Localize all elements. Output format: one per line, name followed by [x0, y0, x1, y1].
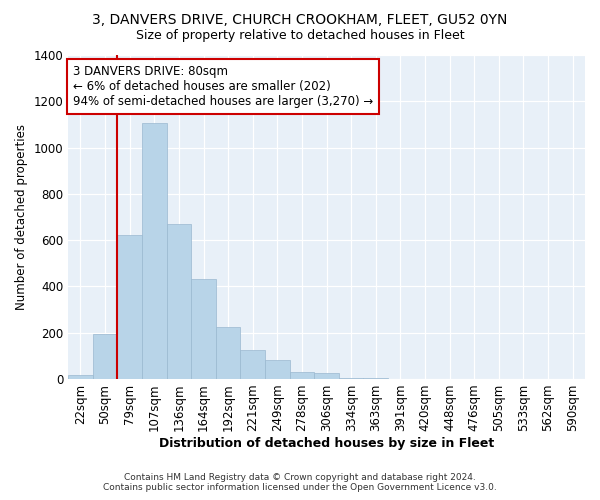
Bar [68, 376, 93, 379]
Text: 3 DANVERS DRIVE: 80sqm
← 6% of detached houses are smaller (202)
94% of semi-det: 3 DANVERS DRIVE: 80sqm ← 6% of detached … [73, 64, 374, 108]
Bar [142, 124, 167, 379]
Bar [290, 372, 314, 379]
Bar [241, 350, 265, 379]
Bar [93, 334, 118, 379]
Y-axis label: Number of detached properties: Number of detached properties [15, 124, 28, 310]
Bar [118, 236, 142, 379]
Bar [314, 373, 339, 379]
Bar [216, 327, 241, 379]
Bar [364, 378, 388, 379]
Text: Contains HM Land Registry data © Crown copyright and database right 2024.
Contai: Contains HM Land Registry data © Crown c… [103, 473, 497, 492]
Text: Size of property relative to detached houses in Fleet: Size of property relative to detached ho… [136, 29, 464, 42]
Bar [265, 360, 290, 379]
Bar [167, 224, 191, 379]
Bar [191, 280, 216, 379]
Text: 3, DANVERS DRIVE, CHURCH CROOKHAM, FLEET, GU52 0YN: 3, DANVERS DRIVE, CHURCH CROOKHAM, FLEET… [92, 12, 508, 26]
Bar [339, 378, 364, 379]
X-axis label: Distribution of detached houses by size in Fleet: Distribution of detached houses by size … [159, 437, 494, 450]
